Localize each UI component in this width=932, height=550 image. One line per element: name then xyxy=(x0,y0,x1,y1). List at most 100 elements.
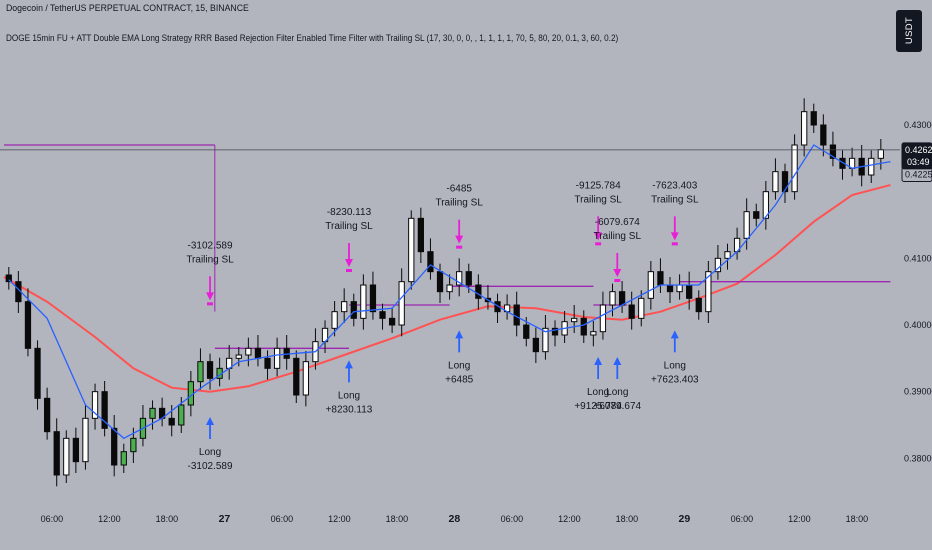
exit-label-1-1: Trailing SL xyxy=(325,221,373,232)
quote-currency-label: USDT xyxy=(903,17,915,45)
candle-body-31 xyxy=(302,361,309,396)
candle-body-47 xyxy=(456,271,463,286)
long-arrow-head-5 xyxy=(670,330,679,339)
candle-body-40 xyxy=(388,317,396,326)
exit-label-2-0: -6485 xyxy=(446,184,472,195)
strategy-legend[interactable]: DOGE 15min FU + ATT Double EMA Long Stra… xyxy=(6,33,619,44)
candle-body-13 xyxy=(130,437,137,453)
long-label-4-1: +6079.674 xyxy=(594,401,642,412)
candle-body-64 xyxy=(618,291,626,306)
candle-body-60 xyxy=(580,317,587,336)
exit-arrow-head-2 xyxy=(455,235,464,244)
long-label-2-0: Long xyxy=(448,360,470,371)
candle-body-2 xyxy=(24,301,32,349)
candle-body-45 xyxy=(436,271,444,293)
candle-body-62 xyxy=(599,304,607,333)
long-label-4-0: Long xyxy=(606,387,628,398)
candle-body-5 xyxy=(53,431,60,476)
candle-body-9 xyxy=(91,391,99,419)
time-tick-3: 27 xyxy=(219,513,231,525)
candle-body-65 xyxy=(628,304,635,319)
time-tick-2: 18:00 xyxy=(156,514,179,524)
exit-label-0-1: Trailing SL xyxy=(186,254,234,265)
long-arrow-head-0 xyxy=(206,417,215,425)
time-tick-5: 12:00 xyxy=(328,514,351,524)
candle-body-37 xyxy=(360,284,367,319)
exit-marker-3 xyxy=(595,242,602,246)
candle-body-10 xyxy=(101,391,108,429)
time-tick-6: 18:00 xyxy=(386,514,409,524)
exit-arrow-head-1 xyxy=(344,259,353,267)
candle-body-86 xyxy=(829,144,837,159)
candle-body-8 xyxy=(82,417,89,463)
time-tick-10: 18:00 xyxy=(616,514,639,524)
candle-body-83 xyxy=(801,111,808,146)
candle-body-63 xyxy=(609,291,616,306)
candle-body-79 xyxy=(762,191,769,219)
time-tick-9: 12:00 xyxy=(558,514,581,524)
candle-body-26 xyxy=(254,347,262,359)
time-tick-4: 06:00 xyxy=(271,514,294,524)
time-tick-0: 06:00 xyxy=(41,514,64,524)
time-tick-1: 12:00 xyxy=(98,514,121,524)
long-label-5-1: +7623.403 xyxy=(651,374,699,385)
candle-body-84 xyxy=(810,111,817,126)
candle-body-17 xyxy=(168,417,175,426)
exit-arrow-head-0 xyxy=(206,292,215,301)
exit-label-4-0: -6079.674 xyxy=(595,217,640,228)
price-tag-0: 0.42627 xyxy=(905,145,932,155)
long-label-0-0: Long xyxy=(199,447,221,458)
time-axis[interactable]: 06:00 12:00 18:00 27 06:00 12:00 18:00 28 06:00 1… xyxy=(41,513,868,525)
candle-body-36 xyxy=(350,301,357,319)
long-arrow-head-2 xyxy=(455,330,464,339)
candle-body-78 xyxy=(753,211,760,219)
exit-label-0-0: -3102.589 xyxy=(188,240,233,251)
time-tick-11: 29 xyxy=(679,513,691,525)
exit-arrow-head-5 xyxy=(670,232,679,241)
candle-body-74 xyxy=(714,257,722,273)
candle-body-57 xyxy=(551,327,559,336)
candle-body-29 xyxy=(283,347,290,359)
candle-body-49 xyxy=(475,284,482,299)
candle-body-35 xyxy=(341,301,348,313)
price-tag-1: 0.42258 xyxy=(905,169,932,179)
candle-body-42 xyxy=(408,217,415,283)
exit-marker-5 xyxy=(671,242,678,246)
long-label-1-1: +8230.113 xyxy=(326,404,373,415)
candle-body-55 xyxy=(532,337,539,353)
long-label-3-0: Long xyxy=(587,387,609,398)
long-arrow-head-4 xyxy=(613,357,622,365)
exit-marker-1 xyxy=(345,269,352,272)
candle-body-54 xyxy=(523,324,530,339)
candle-body-0 xyxy=(5,274,12,283)
exit-label-5-0: -7623.403 xyxy=(652,180,697,191)
long-label-3-1: +9125.784 xyxy=(574,401,622,412)
candle-body-28 xyxy=(273,347,281,369)
quote-currency-button[interactable]: USDT xyxy=(896,10,922,52)
long-label-5-0: Long xyxy=(664,360,686,371)
candle-body-56 xyxy=(542,327,549,353)
candle-body-18 xyxy=(178,404,185,426)
candle-body-66 xyxy=(638,297,645,319)
ema-slow-line xyxy=(3,184,891,393)
ema-fast-layer xyxy=(8,144,891,440)
symbol-title[interactable]: Dogecoin / TetherUS PERPETUAL CONTRACT, … xyxy=(6,3,249,14)
candle-body-90 xyxy=(868,157,875,176)
candle-body-91 xyxy=(877,149,884,159)
candle-body-75 xyxy=(724,251,731,259)
long-arrow-head-3 xyxy=(594,357,603,365)
price-tag-sub-0: 03:49 xyxy=(907,157,930,167)
candle-body-46 xyxy=(446,284,453,293)
candle-body-82 xyxy=(791,144,798,193)
candle-body-11 xyxy=(111,427,118,466)
exit-marker-2 xyxy=(456,245,463,249)
candle-body-73 xyxy=(705,271,712,313)
candle-body-6 xyxy=(63,437,70,476)
exit-marker-0 xyxy=(207,302,214,306)
